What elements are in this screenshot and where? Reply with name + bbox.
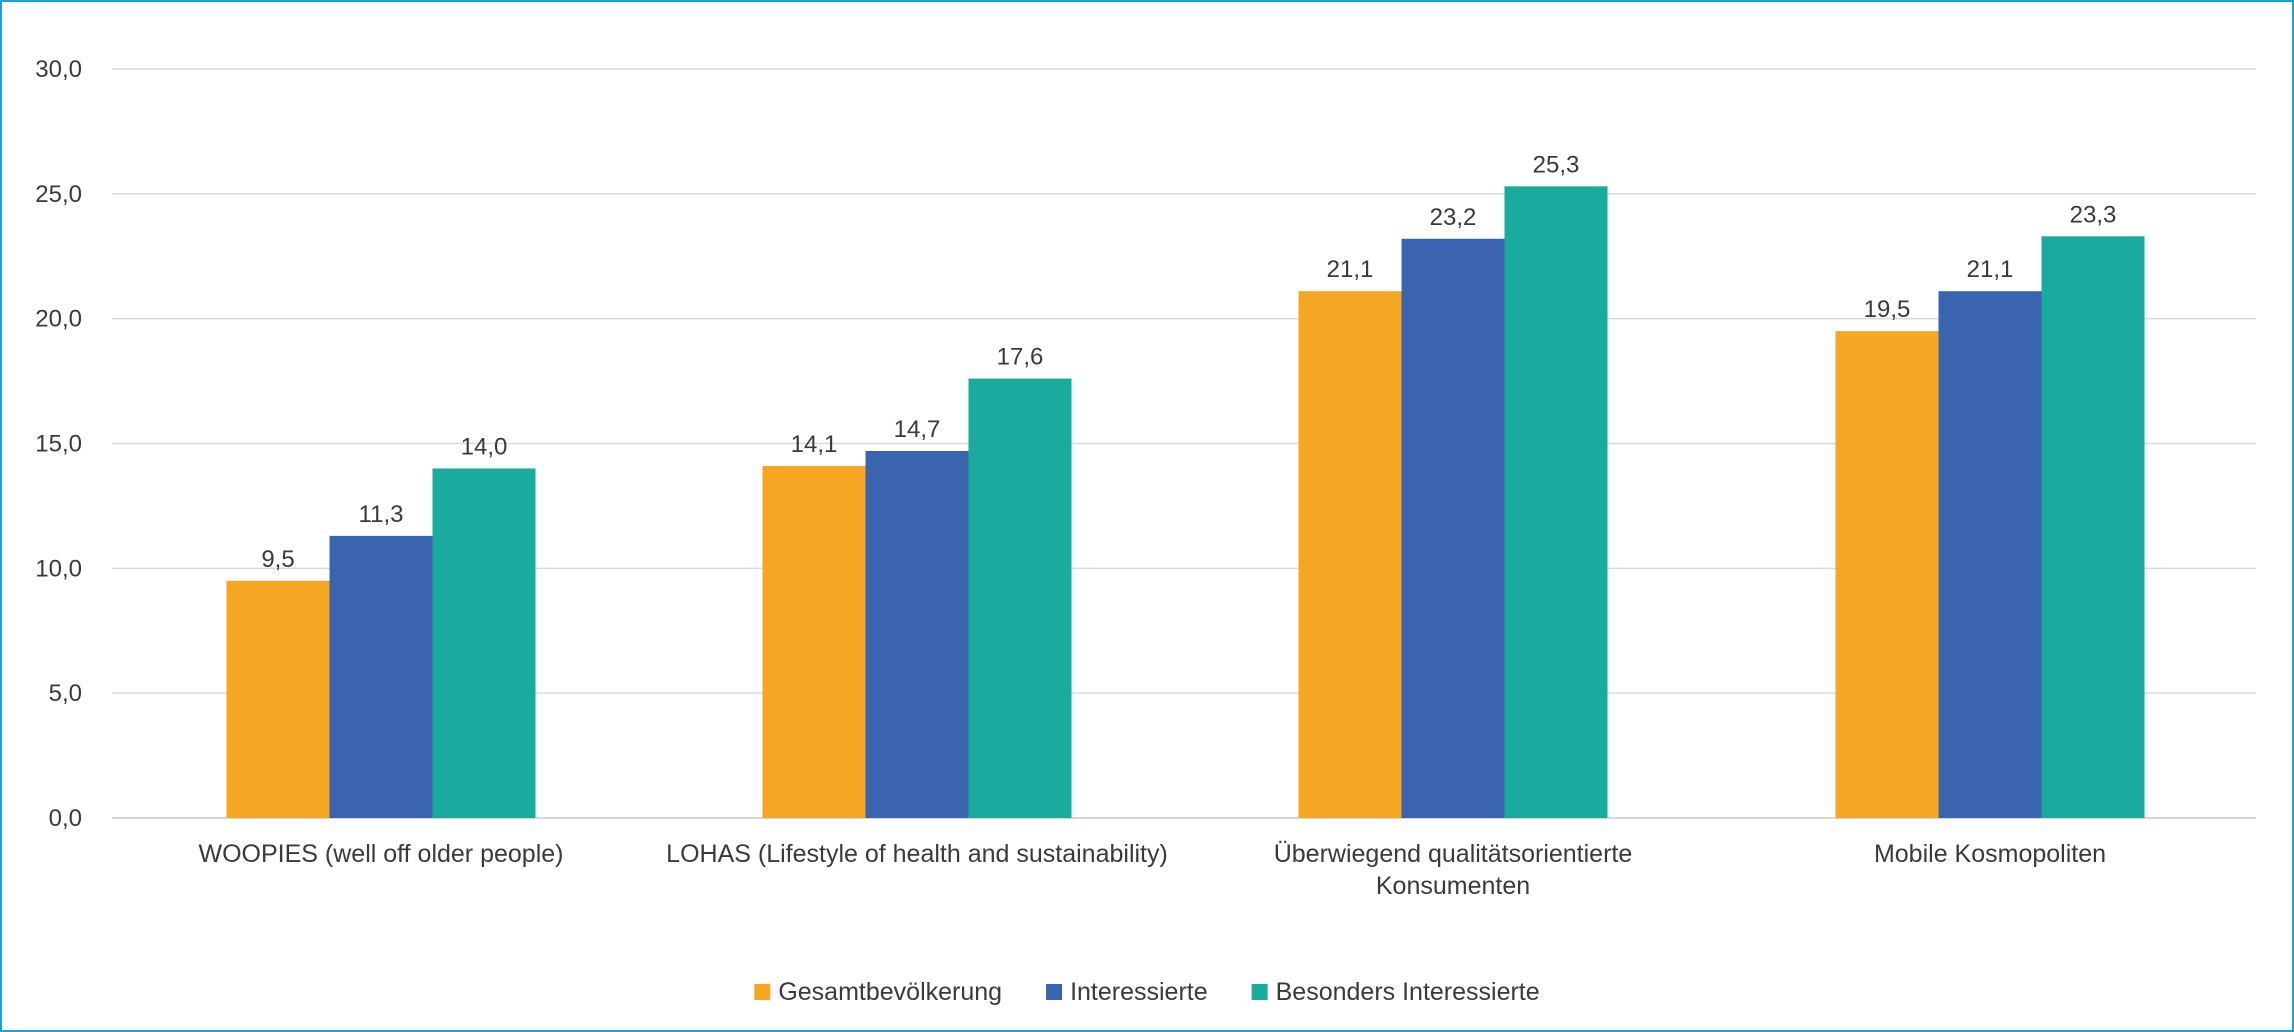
bar	[1835, 331, 1939, 818]
bar	[1401, 238, 1505, 819]
bar	[432, 468, 536, 818]
legend-swatch	[754, 984, 771, 1000]
category-label: Mobile Kosmopoliten	[1874, 840, 2106, 868]
bar	[226, 580, 330, 818]
y-tick-label: 15,0	[35, 431, 82, 458]
legend-swatch	[1251, 984, 1268, 1000]
data-label: 25,3	[1533, 151, 1580, 178]
data-label: 9,5	[261, 546, 294, 573]
bar	[1504, 186, 1608, 819]
legend: Gesamtbevölkerung Interessierte Besonders …	[754, 978, 1540, 1006]
data-label: 11,3	[359, 501, 404, 528]
bar	[968, 378, 1072, 818]
bars	[226, 186, 2145, 819]
bar	[329, 535, 433, 818]
category-label: Überwiegend qualitätsorientierte	[1274, 840, 1633, 868]
y-axis-ticks: 0,0 5,0 10,0 15,0 20,0 25,0 30,0	[35, 56, 82, 832]
bar	[1298, 291, 1402, 818]
y-tick-label: 30,0	[35, 56, 82, 83]
bar	[1938, 291, 2042, 818]
y-tick-label: 10,0	[35, 555, 82, 582]
data-label: 14,1	[791, 431, 838, 458]
bar	[2041, 236, 2145, 818]
data-label: 21,1	[1967, 256, 2014, 283]
y-tick-label: 25,0	[35, 181, 82, 208]
data-label: 23,3	[2070, 201, 2117, 228]
category-label: LOHAS (Lifestyle of health and sustainab…	[666, 840, 1168, 868]
data-label: 23,2	[1430, 204, 1477, 231]
category-label: Konsumenten	[1376, 872, 1530, 900]
y-tick-label: 20,0	[35, 306, 82, 333]
bar	[865, 450, 969, 818]
legend-label: Besonders Interessierte	[1276, 978, 1540, 1006]
legend-label: Gesamtbevölkerung	[778, 978, 1002, 1006]
category-label: WOOPIES (well off older people)	[199, 840, 564, 868]
category-labels: WOOPIES (well off older people) LOHAS (Li…	[199, 840, 2107, 900]
data-labels: 9,5 14,1 21,1 19,5 11,3 14,7 23,2 21,1 14,0 17,6 2…	[261, 151, 2116, 572]
data-label: 14,0	[461, 433, 508, 460]
bar	[762, 465, 866, 818]
y-tick-label: 0,0	[49, 805, 82, 832]
y-tick-label: 5,0	[49, 680, 82, 707]
data-label: 19,5	[1864, 296, 1911, 323]
data-label: 14,7	[894, 416, 941, 443]
legend-label: Interessierte	[1070, 978, 1208, 1006]
data-label: 17,6	[997, 344, 1044, 371]
data-label: 21,1	[1327, 256, 1374, 283]
legend-swatch	[1046, 984, 1063, 1000]
